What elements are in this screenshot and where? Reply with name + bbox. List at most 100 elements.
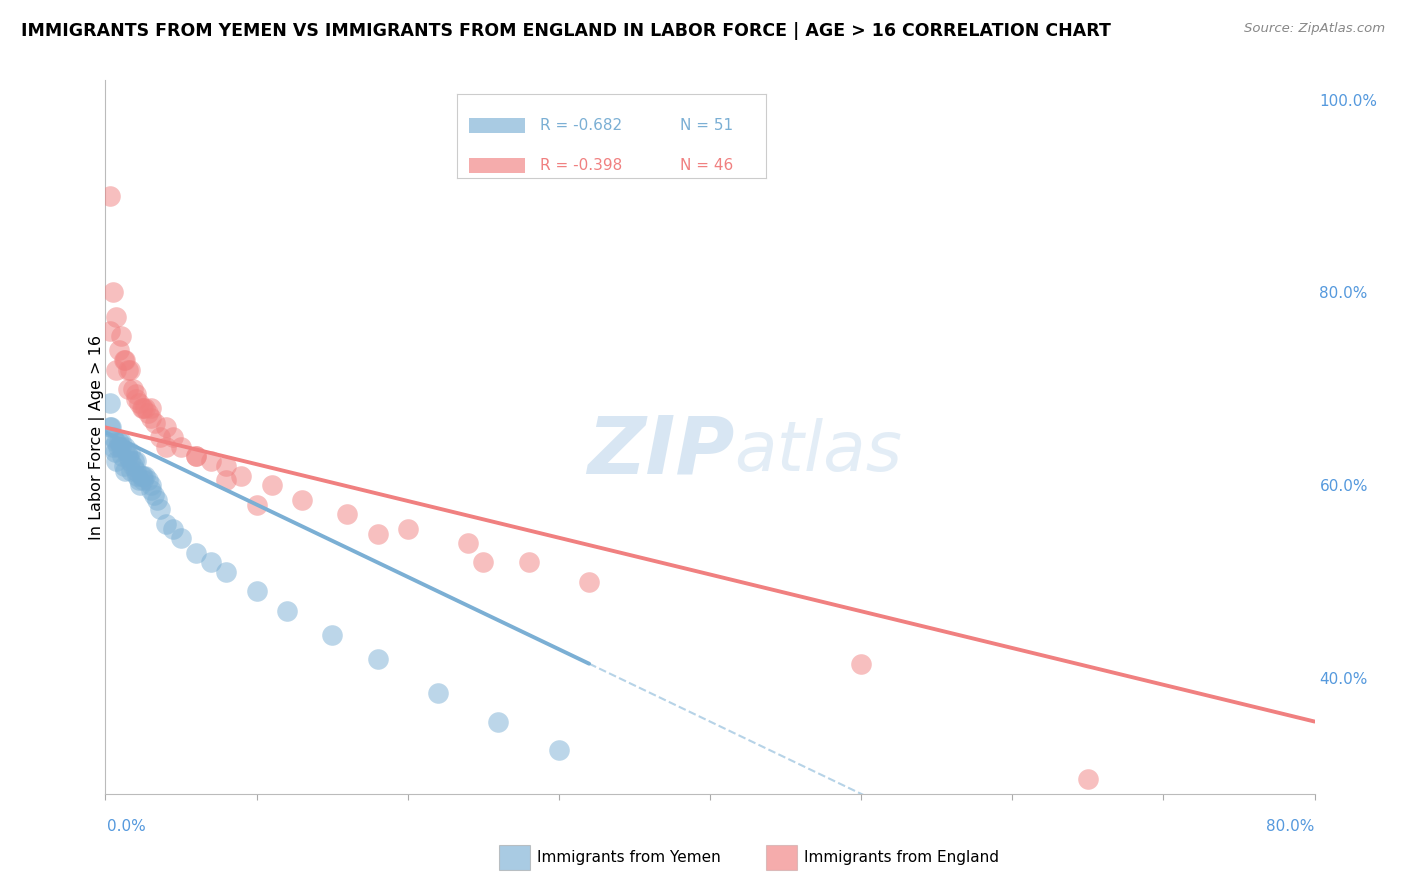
Point	[1077, 772, 1099, 787]
Point	[136, 406, 159, 420]
Point	[122, 454, 145, 468]
Point	[472, 556, 495, 570]
Point	[291, 492, 314, 507]
Point	[849, 657, 872, 671]
Point	[366, 526, 388, 541]
Text: R = -0.398: R = -0.398	[540, 158, 623, 173]
Point	[396, 522, 419, 536]
Point	[139, 410, 162, 425]
Point	[127, 468, 149, 483]
Point	[548, 743, 571, 757]
Point	[121, 458, 143, 473]
Point	[276, 604, 298, 618]
Point	[215, 565, 238, 579]
Text: 0.0%: 0.0%	[107, 819, 146, 834]
Point	[132, 401, 155, 416]
Point	[117, 382, 139, 396]
Point	[215, 474, 238, 488]
Point	[128, 396, 150, 410]
Point	[111, 450, 134, 464]
Point	[125, 454, 148, 468]
Point	[103, 444, 125, 458]
Point	[110, 434, 132, 449]
Point	[114, 440, 136, 454]
Point	[125, 386, 148, 401]
Point	[101, 285, 124, 300]
Point	[215, 458, 238, 473]
Text: 80.0%: 80.0%	[1267, 819, 1315, 834]
Point	[114, 353, 136, 368]
Point	[108, 434, 131, 449]
Text: Immigrants from England: Immigrants from England	[804, 850, 1000, 864]
Point	[120, 464, 142, 478]
Point	[117, 362, 139, 376]
Y-axis label: In Labor Force | Age > 16: In Labor Force | Age > 16	[89, 334, 105, 540]
Point	[427, 685, 450, 699]
Point	[105, 454, 128, 468]
Point	[105, 310, 128, 324]
Text: N = 51: N = 51	[679, 119, 733, 134]
Text: Immigrants from Yemen: Immigrants from Yemen	[537, 850, 721, 864]
Point	[155, 420, 177, 434]
Bar	[766, 845, 797, 870]
Point	[170, 532, 193, 546]
Point	[246, 584, 269, 599]
Point	[118, 362, 141, 376]
Point	[134, 468, 156, 483]
Point	[149, 502, 172, 516]
Point	[155, 440, 177, 454]
Point	[105, 434, 128, 449]
Point	[142, 488, 165, 502]
Point	[125, 392, 148, 406]
Point	[186, 546, 208, 560]
Point	[112, 353, 135, 368]
Bar	[499, 845, 530, 870]
Point	[98, 420, 121, 434]
Point	[170, 440, 193, 454]
Point	[115, 444, 138, 458]
Point	[129, 478, 152, 492]
Point	[336, 507, 359, 521]
Point	[146, 492, 169, 507]
Point	[139, 401, 162, 416]
Point	[98, 324, 121, 338]
Point	[149, 430, 172, 444]
Point	[107, 440, 129, 454]
Point	[517, 556, 540, 570]
Text: N = 46: N = 46	[679, 158, 733, 173]
Point	[110, 440, 132, 454]
Bar	[470, 119, 524, 134]
Point	[366, 652, 388, 666]
Point	[131, 468, 153, 483]
Point	[101, 440, 124, 454]
Point	[128, 474, 150, 488]
Point	[488, 714, 510, 729]
Point	[114, 464, 136, 478]
Point	[162, 522, 184, 536]
Point	[136, 474, 159, 488]
Point	[117, 450, 139, 464]
Point	[186, 450, 208, 464]
Text: Source: ZipAtlas.com: Source: ZipAtlas.com	[1244, 22, 1385, 36]
Point	[132, 474, 155, 488]
Point	[162, 430, 184, 444]
Text: IMMIGRANTS FROM YEMEN VS IMMIGRANTS FROM ENGLAND IN LABOR FORCE | AGE > 16 CORRE: IMMIGRANTS FROM YEMEN VS IMMIGRANTS FROM…	[21, 22, 1111, 40]
Point	[155, 516, 177, 531]
Point	[105, 362, 128, 376]
Point	[101, 430, 124, 444]
Point	[118, 454, 141, 468]
Point	[246, 498, 269, 512]
Point	[108, 343, 131, 358]
Point	[132, 468, 155, 483]
Point	[139, 483, 162, 497]
Point	[131, 401, 153, 416]
Point	[139, 478, 162, 492]
Point	[200, 454, 222, 468]
Point	[98, 396, 121, 410]
Point	[134, 401, 156, 416]
Text: atlas: atlas	[734, 417, 903, 485]
Point	[100, 420, 122, 434]
Point	[578, 574, 600, 589]
Text: ZIP: ZIP	[586, 412, 734, 491]
Point	[260, 478, 283, 492]
